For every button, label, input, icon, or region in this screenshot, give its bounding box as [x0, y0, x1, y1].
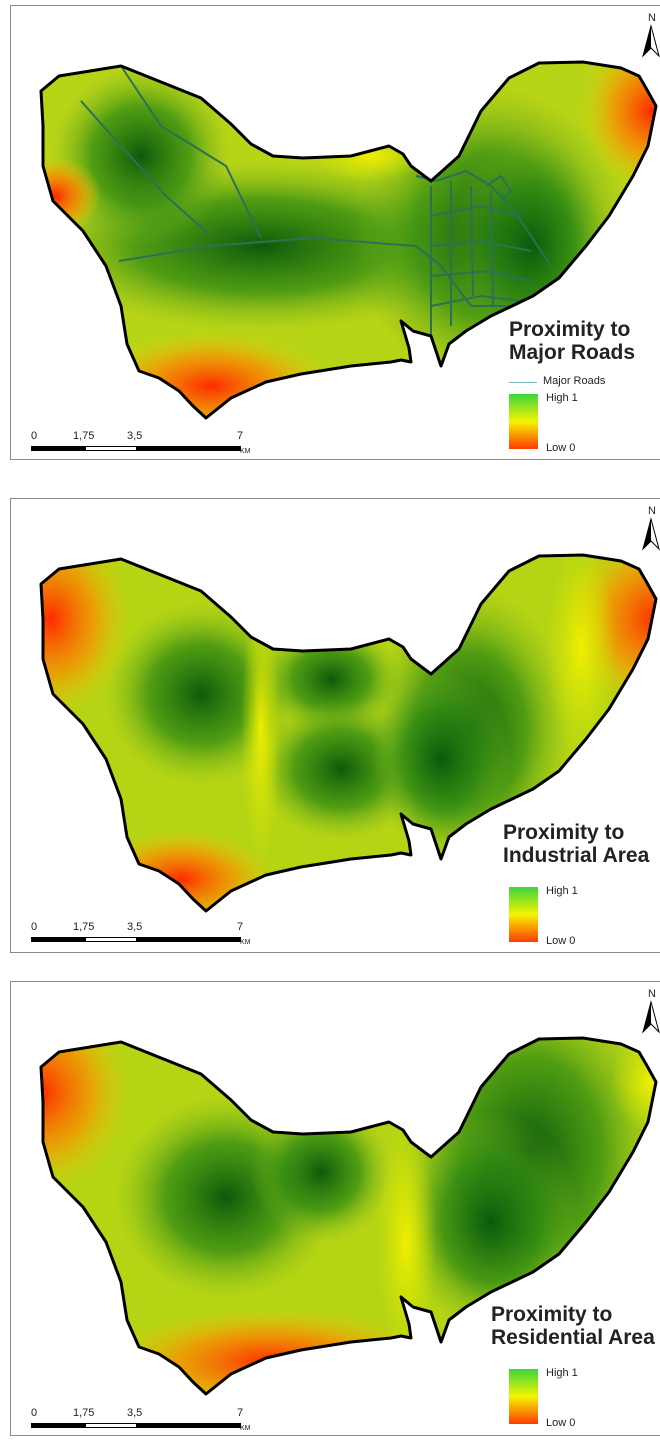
- map-title: Proximity to Residential Area: [491, 1303, 655, 1349]
- map-legend: High 1 Low 0: [509, 877, 659, 952]
- map-panel-industrial-area: N Proximity to Industrial Area High 1 Lo…: [10, 498, 660, 953]
- color-ramp: [509, 1369, 538, 1424]
- north-arrow-icon: [642, 24, 660, 58]
- proximity-raster-map: [39, 1036, 658, 1396]
- color-ramp: [509, 394, 538, 449]
- map-legend: High 1 Low 0: [509, 1359, 659, 1434]
- map-title: Proximity to Industrial Area: [503, 821, 650, 867]
- map-panel-major-roads: N Proximity to Major Roads Major Roads H…: [10, 5, 660, 460]
- north-arrow-icon: [642, 517, 660, 551]
- color-ramp: [509, 887, 538, 942]
- scale-bar: 0 1,75 3,5 7 KM: [31, 430, 251, 455]
- study-area-boundary: [39, 553, 658, 913]
- study-area-boundary: [39, 60, 658, 420]
- proximity-raster-map: [39, 60, 658, 420]
- north-arrow: N: [640, 12, 660, 62]
- map-panel-residential-area: N Proximity to Residential Area High 1 L…: [10, 981, 660, 1436]
- north-arrow-icon: [642, 1000, 660, 1034]
- major-roads-lines: [80, 65, 552, 336]
- scale-bar: 0 1,75 3,5 7 KM: [31, 921, 251, 946]
- proximity-raster-map: [39, 553, 658, 913]
- north-arrow: N: [640, 988, 660, 1038]
- road-line-swatch: [509, 382, 537, 383]
- map-title: Proximity to Major Roads: [509, 318, 636, 364]
- north-arrow: N: [640, 505, 660, 555]
- map-legend: Major Roads High 1 Low 0: [509, 374, 659, 459]
- scale-bar: 0 1,75 3,5 7 KM: [31, 1407, 251, 1432]
- study-area-boundary: [39, 1036, 658, 1396]
